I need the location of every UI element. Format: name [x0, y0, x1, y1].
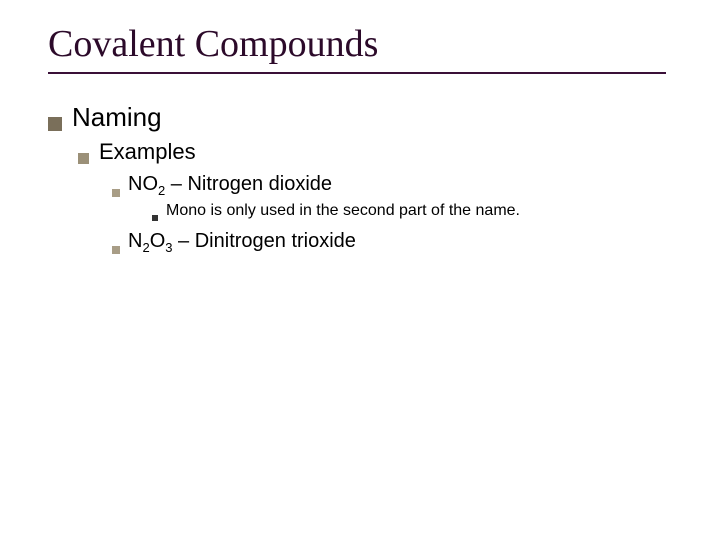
- item1-text: NO2 – Nitrogen dioxide: [128, 173, 332, 198]
- square-bullet-icon: [112, 246, 120, 254]
- slide: Covalent Compounds Naming Examples NO2 –…: [0, 0, 720, 540]
- compound-name: Nitrogen dioxide: [187, 173, 332, 195]
- dash: –: [165, 173, 187, 195]
- slide-title: Covalent Compounds: [48, 22, 672, 66]
- bullet-level2: Examples: [78, 139, 672, 165]
- title-underline: [48, 72, 666, 74]
- square-bullet-icon: [78, 153, 89, 164]
- bullet-level3-item1: NO2 – Nitrogen dioxide: [112, 173, 672, 198]
- level2-text: Examples: [99, 139, 196, 165]
- bullet-level4-note: Mono is only used in the second part of …: [152, 202, 672, 220]
- square-bullet-icon: [48, 117, 62, 131]
- formula-n: N: [128, 230, 142, 252]
- bullet-level3-item2: N2O3 – Dinitrogen trioxide: [112, 230, 672, 255]
- formula-prefix: NO: [128, 173, 158, 195]
- square-bullet-icon: [152, 215, 158, 221]
- formula-o: O: [150, 230, 166, 252]
- level1-text: Naming: [72, 102, 162, 133]
- note-text: Mono is only used in the second part of …: [166, 202, 520, 220]
- bullet-level1: Naming: [48, 102, 672, 133]
- square-bullet-icon: [112, 189, 120, 197]
- compound-name: Dinitrogen trioxide: [195, 230, 356, 252]
- dash: –: [172, 230, 194, 252]
- item2-text: N2O3 – Dinitrogen trioxide: [128, 230, 356, 255]
- formula-n-sub: 2: [142, 240, 149, 255]
